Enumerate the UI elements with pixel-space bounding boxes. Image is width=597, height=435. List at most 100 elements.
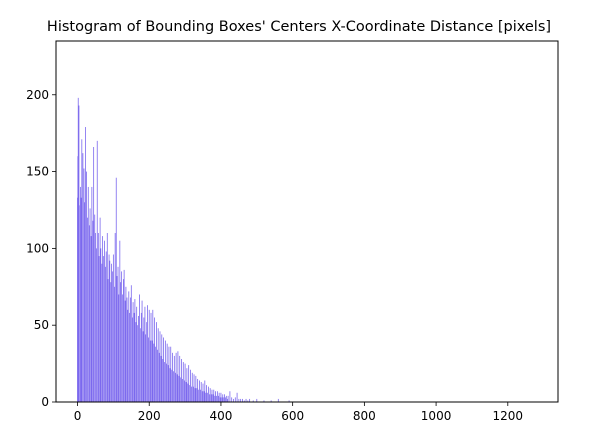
histogram-bar [133, 312, 135, 402]
histogram-bar [116, 276, 118, 402]
histogram-bar [214, 395, 216, 402]
histogram-bar [182, 362, 184, 402]
histogram-bar [196, 388, 198, 402]
histogram-bar [78, 205, 80, 402]
histogram-bar [187, 383, 189, 402]
histogram-bar [184, 363, 186, 402]
histogram-bar [97, 233, 99, 402]
histogram-bar [166, 363, 167, 402]
histogram-bar [123, 269, 125, 402]
histogram-bar [136, 306, 138, 402]
y-tick-label: 0 [41, 395, 49, 409]
histogram-bar [112, 254, 114, 402]
histogram-bar [120, 282, 121, 402]
histogram-bar [114, 286, 115, 402]
histogram-bar [205, 392, 207, 402]
histogram-bar [215, 391, 216, 402]
histogram-bar [245, 398, 247, 402]
histogram-bar [96, 140, 98, 402]
histogram-bar [91, 186, 93, 402]
histogram-bar [203, 391, 205, 402]
histogram-bar [134, 299, 136, 402]
histogram-bar [218, 395, 219, 402]
histogram-bar [238, 398, 240, 402]
histogram-bar [140, 312, 142, 402]
histogram-bar [189, 385, 191, 402]
histogram-bar [179, 355, 181, 402]
histogram-bar [178, 375, 180, 402]
histogram-bar [118, 294, 120, 402]
histogram-bar [198, 389, 200, 402]
histogram-bar [129, 312, 130, 402]
histogram-bar [155, 346, 157, 402]
histogram-bar [157, 349, 158, 402]
histogram-bar [146, 322, 148, 402]
histogram-bar [119, 240, 121, 402]
histogram-bar [92, 220, 94, 402]
histogram-bar [173, 355, 175, 402]
histogram-bar [88, 225, 90, 402]
plot-frame [55, 40, 559, 403]
histogram-bar [111, 263, 112, 402]
y-tick-label: 50 [34, 318, 49, 332]
histogram-bar [227, 395, 229, 402]
histogram-bar [256, 398, 258, 402]
histogram-bar [115, 177, 117, 402]
histogram-bar [121, 271, 123, 402]
histogram-bar [185, 382, 187, 402]
histogram-bar [213, 389, 215, 402]
histogram-bar [263, 400, 265, 402]
histogram-bar [216, 391, 218, 402]
histogram-bar [110, 282, 112, 402]
histogram-bar [180, 377, 182, 402]
histogram-bar [144, 306, 146, 402]
histogram-bar [107, 279, 109, 402]
histogram-bar [192, 386, 194, 402]
histogram-bar [168, 346, 170, 402]
histogram-bar [166, 343, 168, 402]
histogram-bar [206, 385, 207, 402]
histogram-bar [85, 127, 86, 402]
histogram-bar [126, 297, 128, 402]
histogram-bar [124, 300, 126, 402]
histogram-bar [176, 374, 178, 402]
histogram-bar [182, 378, 183, 402]
histogram-bar [197, 378, 199, 402]
histogram-bar [252, 400, 254, 402]
histogram-bar [172, 352, 173, 402]
histogram-bar [93, 147, 95, 402]
histogram-bar [199, 380, 200, 402]
histogram-bar [234, 397, 236, 402]
histogram-bar [224, 394, 225, 402]
histogram-bar [114, 233, 116, 402]
histogram-bar [173, 371, 175, 402]
histogram-bar [212, 394, 214, 402]
histogram-bar [86, 171, 87, 402]
x-tick-label: 600 [281, 409, 304, 423]
histogram-bar [108, 254, 110, 402]
histogram-bar [80, 197, 82, 402]
histogram-bar [204, 380, 206, 402]
x-tick-label: 400 [209, 409, 232, 423]
histogram-bar [188, 365, 190, 402]
histogram-bar [202, 383, 204, 402]
histogram-bar [207, 386, 209, 402]
histogram-bar [117, 266, 119, 402]
histogram-bar [132, 302, 134, 402]
histogram-bar [233, 398, 234, 402]
histogram-bar [137, 325, 139, 402]
histogram-bar [163, 337, 164, 402]
histogram-bar [105, 266, 106, 402]
histogram-bar [151, 340, 153, 402]
histogram-bar [216, 395, 218, 402]
x-tick-label: 0 [74, 409, 82, 423]
histogram-bar [164, 362, 166, 402]
histogram-bar [145, 334, 147, 402]
histogram-bar [191, 372, 193, 402]
x-tick-label: 1000 [421, 409, 452, 423]
bars-layer [77, 97, 290, 403]
histogram-bar [191, 386, 192, 402]
histogram-bar [270, 400, 272, 402]
histogram-bar [84, 202, 86, 402]
